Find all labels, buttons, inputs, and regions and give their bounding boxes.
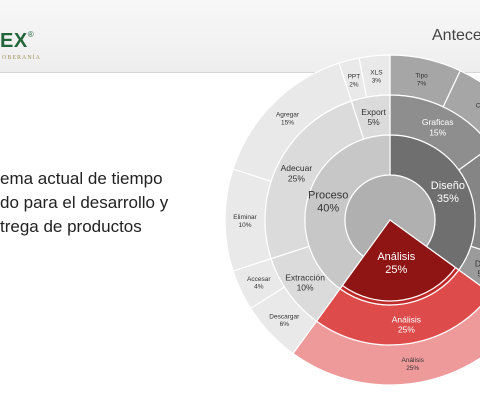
segment-label-export: Export — [361, 107, 386, 117]
body-line: do para el desarrollo y — [0, 193, 169, 212]
body-line: ema actual de tiempo — [0, 169, 163, 188]
center-highlight-segment — [341, 219, 457, 302]
segment-label-dibu: Dibu — [475, 258, 480, 268]
segment-value-dibu: 5% — [477, 269, 480, 279]
segment-value-descargar: 6% — [280, 321, 290, 328]
segment-value-xls: 3% — [372, 78, 382, 85]
slide-body-text: ema actual de tiempo do para el desarrol… — [0, 167, 168, 239]
segment-label-graficas: Graficas — [422, 117, 454, 127]
segment-label-xls: XLS — [370, 70, 383, 77]
segment-value-adecuar: 25% — [288, 173, 305, 183]
segment-label-adecuar: Adecuar — [281, 163, 313, 173]
registered-mark: ® — [27, 30, 35, 39]
logo: EX® — [0, 30, 34, 53]
segment-value-analisis: 25% — [406, 365, 419, 372]
segment-value-ppt: 2% — [349, 81, 359, 88]
segment-label-diseno: Diseño — [431, 180, 465, 192]
segment-value-eliminar: 10% — [238, 222, 251, 229]
segment-label-descargar: Descargar — [269, 313, 300, 320]
segment-label-analisis: Análisis — [377, 251, 415, 263]
segment-value-diseno: 35% — [437, 193, 459, 205]
segment-label-ppt: PPT — [348, 74, 361, 81]
logo-text: EX — [0, 30, 28, 52]
segment-label-analisis: Análisis — [401, 357, 424, 364]
segment-label-tipo: Tipo — [415, 73, 428, 80]
segment-label-proceso: Proceso — [308, 189, 348, 201]
segment-value-proceso: 40% — [317, 203, 339, 215]
slide-title: Antece — [432, 27, 480, 44]
segment-value-export: 5% — [367, 117, 380, 127]
slide-header: EX® OBERANÍA Antece — [0, 0, 480, 73]
segment-label-accesar: Accesar — [247, 276, 271, 283]
segment-value-analisis: 25% — [398, 325, 415, 335]
body-line: trega de productos — [0, 217, 142, 236]
segment-label-eliminar: Eliminar — [233, 214, 257, 221]
segment-value-analisis: 25% — [385, 264, 407, 276]
segment-value-extraccion: 10% — [297, 283, 314, 293]
segment-value-tipo: 7% — [417, 80, 427, 87]
logo-subtitle: OBERANÍA — [2, 55, 41, 61]
segment-value-agregar: 15% — [281, 119, 294, 126]
segment-label-extraccion: Extracción — [285, 272, 325, 282]
segment-label-analisis: Análisis — [392, 314, 421, 324]
segment-label-colo: Colo — [476, 102, 480, 109]
segment-value-graficas: 15% — [429, 127, 446, 137]
segment-value-accesar: 4% — [254, 284, 264, 291]
segment-label-agregar: Agregar — [276, 112, 300, 119]
